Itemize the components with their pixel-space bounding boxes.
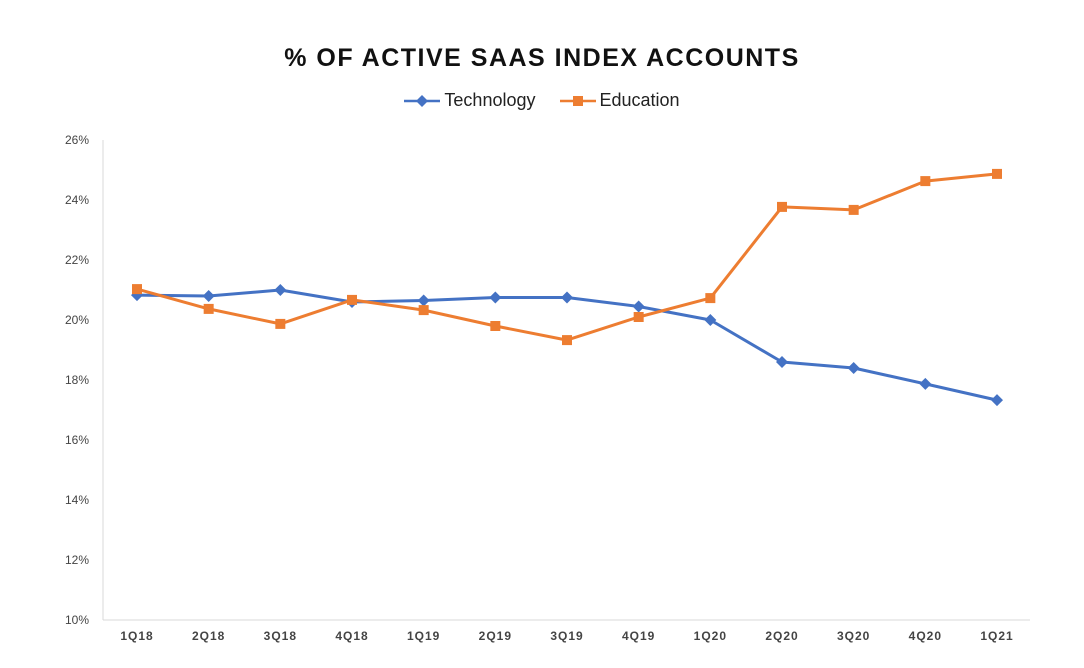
data-point-education	[490, 321, 501, 331]
y-tick-label: 18%	[65, 373, 89, 387]
data-point-education	[132, 284, 142, 295]
x-tick-label: 4Q18	[335, 629, 368, 643]
y-tick-label: 20%	[65, 313, 89, 327]
data-point-technology	[489, 291, 502, 304]
x-tick-label: 1Q18	[120, 629, 153, 643]
legend-item-technology: Technology	[404, 90, 536, 111]
data-point-education	[777, 201, 787, 212]
y-tick-label: 22%	[65, 253, 89, 267]
data-point-technology	[632, 300, 645, 313]
x-tick-label: 2Q19	[479, 629, 512, 643]
data-point-education	[633, 312, 644, 322]
data-point-education	[562, 335, 572, 346]
data-point-technology	[274, 284, 287, 296]
data-point-education	[848, 204, 859, 215]
x-tick-label: 2Q18	[192, 629, 225, 643]
legend-label: Education	[599, 90, 680, 110]
data-point-education	[347, 294, 357, 305]
data-point-technology	[202, 290, 215, 302]
data-point-technology	[561, 291, 573, 304]
x-tick-label: 3Q20	[837, 629, 870, 643]
y-tick-label: 14%	[65, 493, 89, 507]
data-point-education	[992, 168, 1002, 179]
y-tick-label: 12%	[65, 553, 89, 567]
x-tick-label: 1Q21	[980, 629, 1013, 643]
data-point-technology	[776, 356, 788, 368]
data-point-education	[203, 303, 214, 314]
data-point-technology	[991, 394, 1003, 407]
data-point-education	[418, 305, 429, 316]
legend-item-education: Education	[559, 90, 680, 111]
series-line-education	[136, 172, 998, 342]
data-point-technology	[417, 294, 430, 307]
x-tick-label: 2Q20	[765, 629, 798, 643]
legend-label: Technology	[444, 90, 536, 110]
x-tick-label: 1Q20	[694, 629, 727, 643]
legend-marker-education	[559, 95, 596, 106]
y-tick-label: 10%	[65, 613, 89, 627]
data-point-technology	[847, 362, 860, 374]
data-point-education	[920, 176, 931, 187]
x-tick-label: 4Q19	[622, 629, 655, 643]
x-tick-label: 4Q20	[909, 629, 942, 643]
data-point-education	[705, 293, 716, 304]
data-point-education	[275, 318, 286, 329]
x-tick-label: 1Q19	[407, 629, 440, 643]
y-tick-label: 16%	[65, 433, 89, 447]
x-tick-label: 3Q18	[264, 629, 297, 643]
data-point-technology	[919, 377, 932, 390]
x-tick-label: 3Q19	[550, 629, 583, 643]
y-tick-label: 24%	[65, 193, 89, 207]
data-point-technology	[704, 314, 717, 326]
y-tick-label: 26%	[65, 133, 89, 147]
chart-title: % OF ACTIVE SAAS INDEX ACCOUNTS	[284, 44, 800, 72]
legend: Technology Education	[0, 90, 1084, 111]
legend-marker-technology	[404, 94, 441, 107]
